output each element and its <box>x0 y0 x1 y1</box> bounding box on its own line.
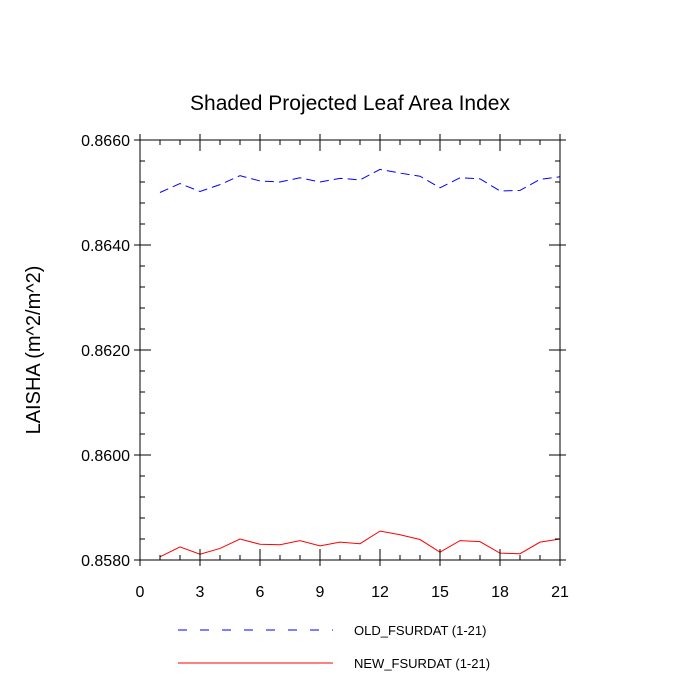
x-tick-label: 9 <box>316 584 325 601</box>
plot-lines <box>159 168 561 558</box>
series-line-2 <box>159 530 561 558</box>
plot-frame <box>139 139 561 561</box>
x-axis: 0 3 6 9 12 15 18 21 <box>136 134 569 601</box>
x-tick-label: 12 <box>371 584 389 601</box>
y-axis: 0.8580 0.8600 0.8620 0.8640 0.8660 <box>81 133 566 570</box>
y-axis-label: LAISHA (m^2/m^2) <box>23 266 45 435</box>
y-tick-label: 0.8640 <box>81 238 130 255</box>
x-tick-label: 18 <box>491 584 509 601</box>
legend-label-2: NEW_FSURDAT (1-21) <box>354 656 490 671</box>
series-line-1 <box>159 168 561 193</box>
legend: OLD_FSURDAT (1-21) NEW_FSURDAT (1-21) <box>178 623 490 671</box>
x-tick-label: 15 <box>431 584 449 601</box>
chart-title: Shaded Projected Leaf Area Index <box>190 92 510 115</box>
y-tick-label: 0.8660 <box>81 133 130 150</box>
x-tick-label: 0 <box>136 584 145 601</box>
legend-label-1: OLD_FSURDAT (1-21) <box>354 623 486 638</box>
x-tick-label: 21 <box>551 584 569 601</box>
y-tick-label: 0.8620 <box>81 343 130 360</box>
x-tick-label: 3 <box>196 584 205 601</box>
y-tick-label: 0.8600 <box>81 448 130 465</box>
x-tick-label: 6 <box>256 584 265 601</box>
y-tick-label: 0.8580 <box>81 553 130 570</box>
